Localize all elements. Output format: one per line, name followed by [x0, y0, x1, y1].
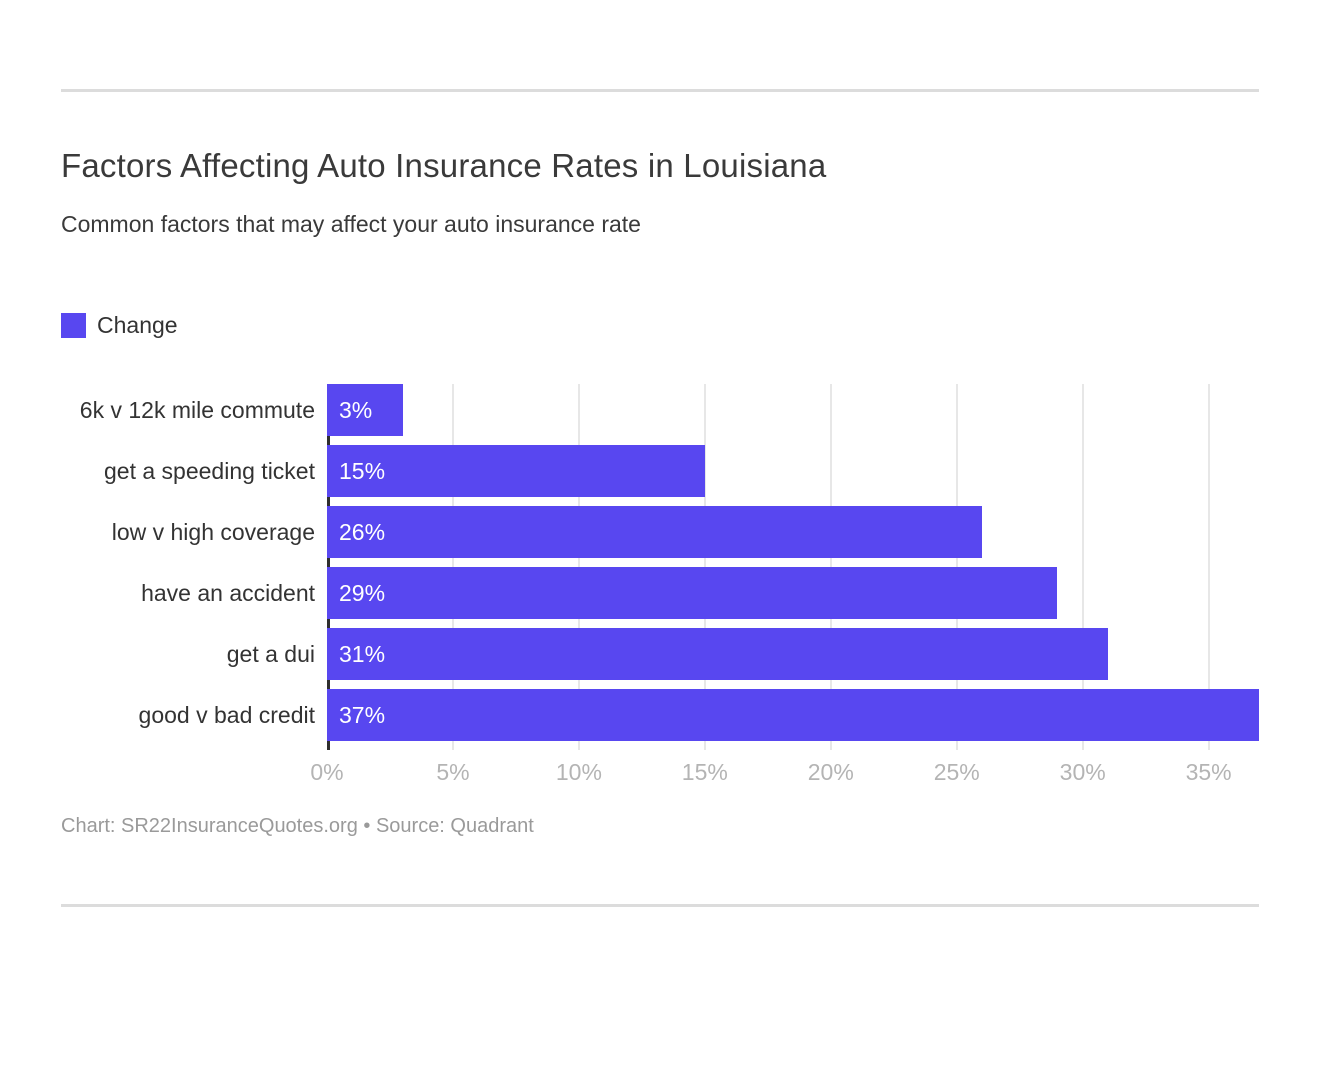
category-label: 6k v 12k mile commute [79, 397, 315, 423]
bar-rows: 6k v 12k mile commute 3% get a speeding ti… [61, 384, 1259, 750]
gridline-30 [1081, 384, 1084, 750]
bottom-divider [61, 904, 1259, 907]
chart-title: Factors Affecting Auto Insurance Rates i… [61, 147, 827, 184]
top-divider [61, 89, 1259, 92]
bar-row: have an accident 29% [61, 567, 1259, 628]
bar-track: 26% [327, 506, 1259, 558]
value-label: 29% [339, 579, 386, 606]
gridline-35 [1207, 384, 1210, 750]
bar-get-a-dui[interactable]: 31% [327, 628, 1108, 680]
bar-track: 3% [327, 384, 1259, 436]
value-label: 37% [339, 701, 386, 728]
category-label: low v high coverage [111, 519, 315, 545]
attribution: Chart: SR22InsuranceQuotes.org • Source:… [61, 815, 534, 837]
bar-row: get a speeding ticket 15% [61, 445, 1259, 506]
x-tick-label: 30% [1059, 759, 1106, 785]
category-label: get a speeding ticket [104, 458, 315, 484]
bar-row: 6k v 12k mile commute 3% [61, 384, 1259, 445]
bar-chart: 6k v 12k mile commute 3% get a speeding ti… [61, 384, 1259, 788]
legend-label: Change [97, 311, 178, 338]
value-label: 26% [339, 518, 386, 545]
category-label: get a dui [226, 641, 315, 667]
plot-area: 6k v 12k mile commute 3% get a speeding ti… [61, 384, 1259, 750]
bar-get-a-speeding-ticket[interactable]: 15% [327, 445, 705, 497]
bar-row: get a dui 31% [61, 628, 1259, 689]
category-label: good v bad credit [138, 702, 315, 728]
x-tick-label: 35% [1185, 759, 1232, 785]
category-label: have an accident [141, 580, 315, 606]
value-label: 15% [339, 457, 386, 484]
x-tick-label: 0% [310, 759, 344, 785]
x-tick-label: 5% [436, 759, 470, 785]
value-label: 31% [339, 640, 386, 667]
x-tick-label: 15% [681, 759, 728, 785]
bar-have-an-accident[interactable]: 29% [327, 567, 1058, 619]
chart-page: Factors Affecting Auto Insurance Rates i… [0, 89, 1320, 907]
bar-track: 37% [327, 689, 1259, 741]
x-axis: 0% 5% 10% 15% 20% 25% 30% 35% [310, 750, 1259, 788]
bar-good-v-bad-credit[interactable]: 37% [327, 689, 1259, 741]
chart-subtitle: Common factors that may affect your auto… [61, 211, 641, 237]
legend: Change [61, 312, 1259, 338]
value-label: 3% [339, 396, 373, 423]
legend-swatch [61, 312, 86, 338]
bar-low-v-high-coverage[interactable]: 26% [327, 506, 982, 558]
bar-row: good v bad credit 37% [61, 689, 1259, 750]
bar-6k-v-12k-mile-commute[interactable]: 3% [327, 384, 403, 436]
x-tick-label: 10% [555, 759, 602, 785]
x-tick-label: 20% [807, 759, 854, 785]
bar-track: 15% [327, 445, 1259, 497]
bar-track: 29% [327, 567, 1259, 619]
bar-row: low v high coverage 26% [61, 506, 1259, 567]
x-tick-label: 25% [933, 759, 980, 785]
bar-track: 31% [327, 628, 1259, 680]
